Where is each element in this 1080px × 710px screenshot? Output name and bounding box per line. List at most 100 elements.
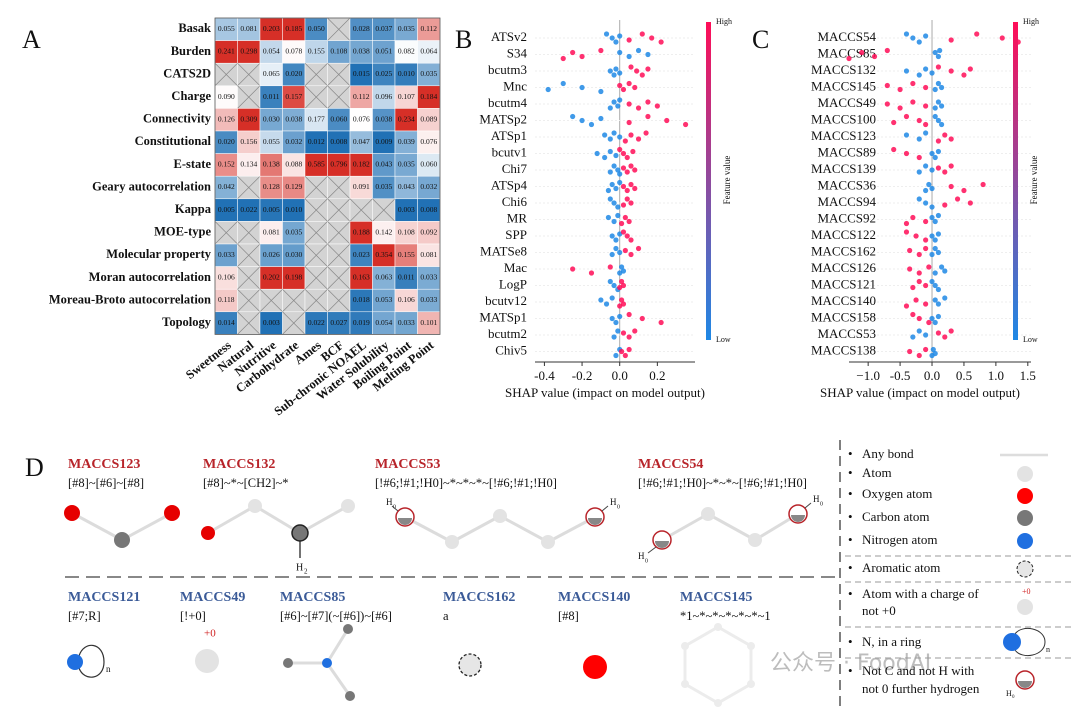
atom-label: 0 [645, 558, 648, 564]
shap-point [932, 282, 938, 289]
shap-point [926, 264, 932, 270]
cell-label: 0.112 [353, 92, 370, 101]
atom-label: H [296, 562, 303, 573]
shap-point [609, 295, 615, 301]
shap-point [618, 278, 625, 285]
shap-point [935, 249, 942, 256]
cell-label: 0.050 [308, 24, 325, 33]
shap-point [923, 218, 929, 225]
legend-label: Any bond [862, 446, 914, 461]
shap-point [999, 35, 1005, 41]
cell-label: 0.019 [353, 318, 370, 327]
cell-label: 0.038 [375, 114, 392, 123]
shap-point [624, 233, 630, 239]
shap-point [932, 113, 938, 120]
x-axis-label: SHAP value (impact on model output) [505, 385, 705, 400]
cell-label: 0.051 [375, 47, 392, 56]
shap-point [913, 297, 919, 303]
pattern-name: MACCS85 [280, 590, 345, 605]
svg-text:•: • [848, 465, 853, 480]
feature-label: Chi6 [502, 194, 528, 209]
shap-point [607, 278, 613, 285]
shap-point [632, 167, 638, 173]
shap-point [948, 37, 954, 43]
shap-point [942, 268, 948, 274]
cell-label: 0.108 [330, 47, 347, 56]
shap-point [907, 266, 913, 272]
cell-label: 0.076 [420, 137, 437, 146]
shap-point [645, 66, 651, 72]
cell-label: 0.091 [353, 182, 370, 191]
shap-point [923, 237, 929, 243]
svg-text:•: • [848, 560, 853, 575]
shap-point [897, 105, 903, 111]
feature-label: MACCS121 [811, 276, 876, 291]
cell-label: 0.088 [285, 160, 302, 169]
shap-point [932, 105, 938, 111]
shap-point [935, 165, 942, 171]
cell-label: 0.033 [420, 273, 437, 282]
cell-label: 0.033 [218, 250, 235, 259]
legend-label: Carbon atom [862, 509, 930, 524]
row-label: Kappa [175, 202, 212, 216]
shap-point [626, 80, 632, 87]
missing-cross [237, 175, 261, 200]
missing-cross [304, 85, 328, 109]
row-label: Molecular property [106, 247, 211, 261]
shap-point [639, 315, 645, 322]
shap-point [622, 352, 628, 359]
missing-cross [237, 311, 261, 335]
cell-label: 0.053 [375, 295, 392, 304]
cell-label: 0.241 [218, 47, 235, 56]
missing-cross [304, 198, 328, 222]
missing-cross [214, 62, 238, 87]
pattern-smarts: [!#6;!#1;!H0]~*~*~[!#6;!#1;!H0] [638, 476, 807, 490]
shap-point [620, 301, 627, 307]
cell-label: 0.035 [420, 69, 437, 78]
cell-label: 0.039 [398, 137, 415, 146]
shap-point [634, 68, 640, 74]
atom-label: H [1006, 689, 1012, 698]
shap-point [942, 132, 948, 138]
shap-point [871, 53, 878, 60]
shap-point [910, 334, 916, 340]
cell-label: 0.015 [353, 69, 370, 78]
cell-label: 0.055 [263, 137, 280, 146]
cell-label: 0.026 [263, 250, 280, 259]
shap-point [617, 134, 623, 140]
cell-label: 0.060 [420, 160, 437, 169]
shap-point [916, 136, 922, 142]
cell-label: 0.035 [398, 160, 415, 169]
shap-point [620, 268, 627, 274]
shap-point [932, 350, 938, 357]
shap-point [588, 121, 595, 128]
shap-point [626, 218, 632, 225]
shap-point [626, 334, 632, 340]
feature-label: bcutm2 [488, 326, 527, 341]
shap-point [639, 31, 645, 37]
shap-point [907, 247, 913, 254]
missing-cross [304, 221, 328, 245]
feature-label: S34 [507, 45, 528, 60]
cell-label: 0.076 [353, 114, 370, 123]
shap-point [617, 249, 623, 256]
cell-label: 0.188 [353, 227, 370, 236]
pattern-name: MACCS145 [680, 590, 752, 605]
cell-label: 0.155 [308, 47, 325, 56]
colorbar [1013, 22, 1018, 340]
shap-point [620, 86, 627, 93]
legend-label: Oxygen atom [862, 486, 932, 501]
shap-point [609, 251, 615, 258]
atom-label: 2 [304, 568, 308, 576]
shap-point [626, 346, 632, 353]
missing-cross [214, 221, 238, 245]
shap-point [617, 313, 623, 320]
cell-label: 0.128 [263, 182, 280, 191]
shap-point [903, 31, 910, 37]
cell-label: 0.022 [308, 318, 325, 327]
colorbar-label: High [1023, 17, 1039, 26]
shap-point [916, 328, 922, 334]
cell-label: 0.030 [263, 114, 280, 123]
cell-label: 0.003 [263, 318, 280, 327]
molecule [681, 623, 755, 707]
